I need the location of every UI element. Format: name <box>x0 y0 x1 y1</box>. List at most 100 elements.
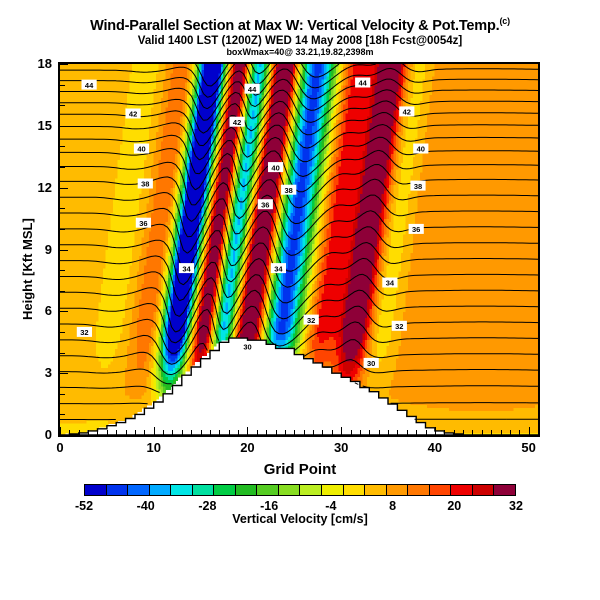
contour-label: 38 <box>410 180 426 191</box>
x-axis-tick <box>303 430 305 435</box>
y-axis-tick <box>60 270 65 272</box>
x-axis-tick <box>425 430 427 435</box>
x-axis-tick <box>406 430 408 435</box>
x-axis-tick <box>500 430 502 435</box>
contour-label: 42 <box>399 106 415 117</box>
y-axis-tick <box>60 249 68 251</box>
x-axis-tick-label: 40 <box>415 440 455 455</box>
x-axis-tick <box>359 430 361 435</box>
colorbar-tick-label: -16 <box>244 499 294 513</box>
colorbar-tick-label: 20 <box>429 499 479 513</box>
y-axis-tick-label: 3 <box>18 365 52 380</box>
x-axis-tick <box>331 430 333 435</box>
x-axis-tick-label: 0 <box>40 440 80 455</box>
x-axis-tick <box>266 430 268 435</box>
x-axis-tick <box>78 430 80 435</box>
y-axis-tick-label: 6 <box>18 303 52 318</box>
contour-label: 40 <box>413 143 429 154</box>
chart-title: Wind-Parallel Section at Max W: Vertical… <box>0 16 600 34</box>
colorbar-swatch <box>408 485 430 495</box>
x-axis-tick <box>350 430 352 435</box>
x-axis-tick-label: 30 <box>321 440 361 455</box>
colorbar-swatch <box>149 485 172 495</box>
x-axis-tick <box>88 430 90 435</box>
x-axis-tick <box>453 430 455 435</box>
x-axis-tick-label: 50 <box>509 440 549 455</box>
contour-labels: 44 42 40 38 36 32 44 42 40 38 36 34 32 30 44 42 40 38 36 34… <box>76 77 429 368</box>
contour-label: 42 <box>229 116 245 127</box>
x-axis-tick <box>106 430 108 435</box>
x-axis-tick <box>125 430 127 435</box>
x-axis-tick <box>294 430 296 435</box>
x-axis-tick <box>397 430 399 435</box>
contour-label: 36 <box>408 223 424 234</box>
colorbar-swatch <box>128 485 150 495</box>
x-axis-tick <box>378 430 380 435</box>
y-axis-tick <box>60 146 65 148</box>
x-axis-tick <box>163 430 165 435</box>
colorbar-tick-label: -52 <box>59 499 109 513</box>
x-axis-tick <box>153 427 155 435</box>
x-axis-title: Grid Point <box>0 461 600 478</box>
x-axis-tick <box>472 430 474 435</box>
x-axis-tick <box>97 430 99 435</box>
x-axis-tick-label: 10 <box>134 440 174 455</box>
y-axis-tick <box>60 414 65 416</box>
colorbar-swatch <box>171 485 193 495</box>
chart-annotation: boxWmax=40@ 33.21,19.82,2398m <box>0 47 600 57</box>
x-axis-tick <box>209 430 211 435</box>
x-axis-tick <box>528 427 530 435</box>
contour-label: 40 <box>268 162 284 172</box>
x-axis-tick-label: 20 <box>227 440 267 455</box>
y-axis-tick <box>60 393 65 395</box>
contour-label: 40 <box>133 143 150 154</box>
contour-label: 36 <box>135 217 151 228</box>
colorbar-tick-label: -40 <box>121 499 171 513</box>
x-axis-tick <box>238 430 240 435</box>
colorbar-swatch <box>365 485 387 495</box>
contour-label: 36 <box>257 199 273 209</box>
contour-label: 34 <box>178 263 195 273</box>
colorbar-swatch <box>300 485 323 495</box>
colorbar-swatch <box>278 485 301 495</box>
y-axis-tick-label: 12 <box>18 180 52 195</box>
chart-title-text: Wind-Parallel Section at Max W: Vertical… <box>90 18 500 34</box>
y-axis-tick <box>60 352 65 354</box>
x-axis-tick <box>144 430 146 435</box>
y-axis-tick <box>60 228 65 230</box>
x-axis-tick <box>256 430 258 435</box>
x-axis-tick <box>181 430 183 435</box>
colorbar-swatch <box>343 485 366 495</box>
y-axis-tick <box>60 84 65 86</box>
x-axis-tick <box>228 430 230 435</box>
x-axis-tick <box>191 430 193 435</box>
x-axis-tick <box>416 430 418 435</box>
contour-label: 30 <box>239 341 256 352</box>
x-axis-tick <box>275 430 277 435</box>
chart-title-superscript: (c) <box>499 16 510 26</box>
contour-label: 38 <box>281 184 297 195</box>
x-axis-tick <box>509 430 511 435</box>
colorbar-swatch <box>214 485 236 495</box>
colorbar-swatch <box>451 485 473 495</box>
y-axis-tick <box>60 311 68 313</box>
colorbar-tick-label: 32 <box>491 499 541 513</box>
x-axis-tick <box>369 430 371 435</box>
colorbar-swatch <box>322 485 344 495</box>
x-axis-tick <box>313 430 315 435</box>
colorbar <box>84 484 516 496</box>
chart-subtitle: Valid 1400 LST (1200Z) WED 14 May 2008 [… <box>0 35 600 47</box>
contour-label: 38 <box>137 178 153 189</box>
x-axis-tick <box>200 430 202 435</box>
x-axis-tick <box>172 430 174 435</box>
x-axis-tick <box>322 430 324 435</box>
colorbar-caption: Vertical Velocity [cm/s] <box>0 512 600 526</box>
contour-plot-canvas: 44 42 40 38 36 32 44 42 40 38 36 34 32 30 44 42 40 38 36 34… <box>60 64 538 435</box>
x-axis-tick <box>247 427 249 435</box>
x-axis-tick <box>519 430 521 435</box>
y-axis-tick-label: 15 <box>18 118 52 133</box>
x-axis-tick <box>444 430 446 435</box>
x-axis-tick <box>434 427 436 435</box>
colorbar-swatch <box>257 485 279 495</box>
